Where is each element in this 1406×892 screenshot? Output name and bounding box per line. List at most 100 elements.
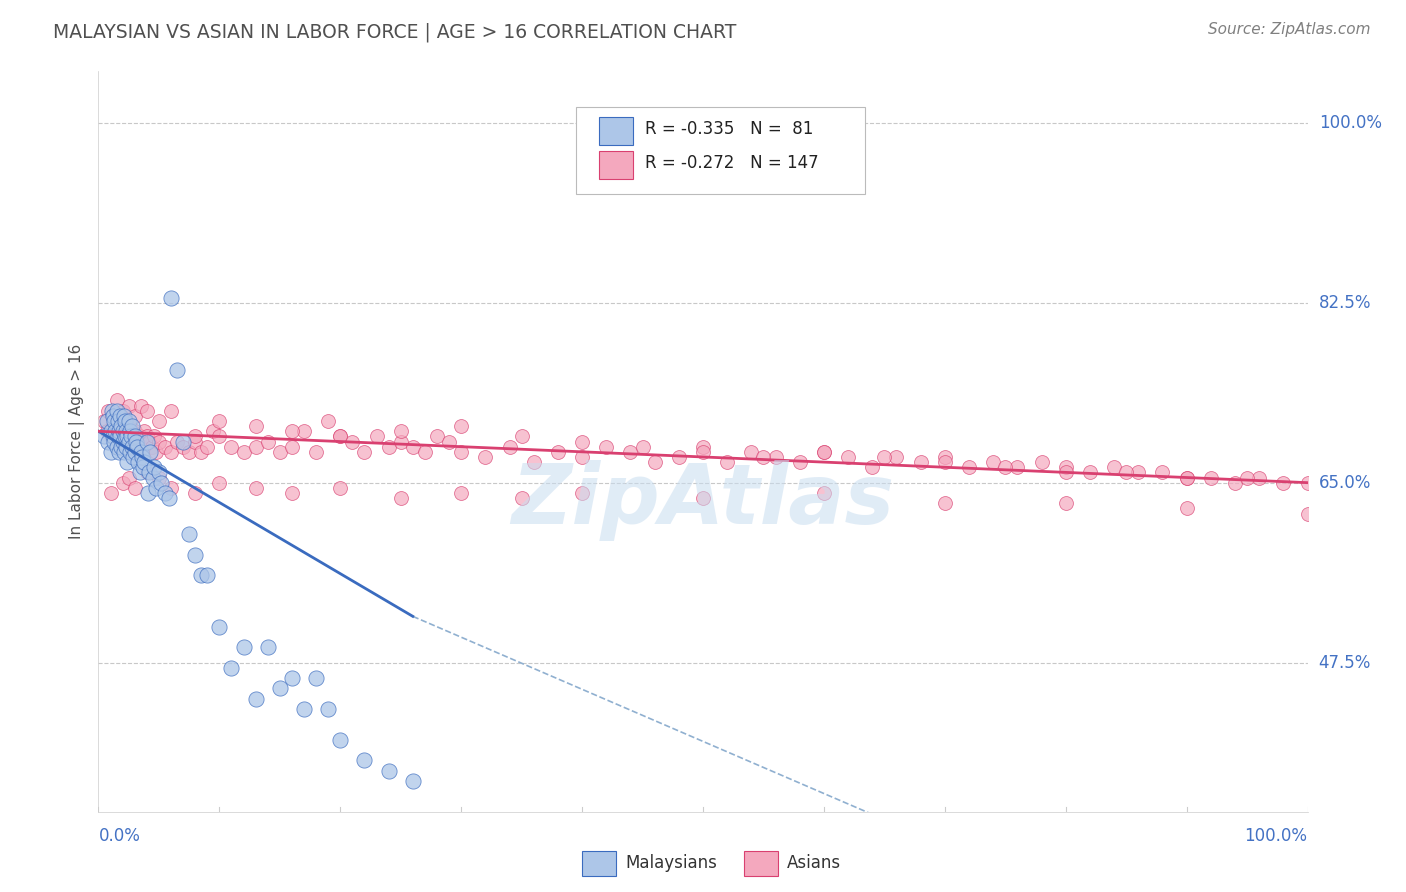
Point — [1272, 475, 1295, 490]
Point — [1223, 475, 1246, 490]
Point — [202, 424, 225, 438]
Point — [131, 440, 153, 454]
Point — [134, 455, 156, 469]
Point — [281, 671, 304, 685]
Point — [172, 440, 194, 454]
Text: 0.0%: 0.0% — [98, 827, 141, 845]
Point — [813, 445, 835, 459]
Point — [547, 445, 569, 459]
Point — [256, 434, 278, 449]
Point — [221, 440, 243, 454]
Point — [148, 470, 170, 484]
Point — [1249, 470, 1271, 484]
Point — [111, 424, 134, 438]
Point — [934, 455, 956, 469]
Point — [1115, 466, 1137, 480]
Point — [157, 491, 180, 505]
Point — [115, 424, 138, 438]
Point — [644, 455, 666, 469]
Point — [245, 481, 267, 495]
Point — [108, 429, 131, 443]
Point — [107, 429, 129, 443]
Point — [141, 440, 163, 454]
Point — [208, 619, 231, 633]
Point — [523, 455, 546, 469]
Point — [269, 445, 291, 459]
Point — [103, 429, 125, 443]
Point — [813, 486, 835, 500]
Point — [1175, 501, 1198, 516]
Point — [292, 424, 315, 438]
Point — [117, 455, 139, 469]
Point — [595, 440, 617, 454]
Point — [127, 455, 149, 469]
Point — [450, 486, 472, 500]
Point — [108, 445, 131, 459]
Point — [136, 486, 159, 500]
Point — [166, 362, 188, 376]
Point — [118, 414, 141, 428]
Point — [316, 414, 339, 428]
Point — [994, 460, 1017, 475]
Point — [138, 466, 160, 480]
Point — [125, 434, 148, 449]
Point — [129, 445, 152, 459]
Point — [179, 527, 201, 541]
Point — [114, 429, 136, 443]
Text: MALAYSIAN VS ASIAN IN LABOR FORCE | AGE > 16 CORRELATION CHART: MALAYSIAN VS ASIAN IN LABOR FORCE | AGE … — [53, 22, 737, 42]
Point — [143, 460, 166, 475]
Point — [208, 414, 231, 428]
Point — [110, 419, 132, 434]
Point — [179, 445, 201, 459]
Point — [668, 450, 690, 464]
Point — [1102, 460, 1125, 475]
Point — [305, 671, 328, 685]
Point — [108, 429, 131, 443]
Point — [692, 440, 714, 454]
Point — [886, 450, 908, 464]
Point — [873, 450, 896, 464]
Point — [934, 496, 956, 510]
Point — [1199, 470, 1222, 484]
Point — [426, 429, 449, 443]
Point — [190, 568, 212, 582]
Point — [1152, 466, 1174, 480]
Point — [93, 414, 115, 428]
Point — [145, 445, 167, 459]
Point — [97, 434, 120, 449]
Point — [195, 568, 218, 582]
Point — [121, 419, 143, 434]
Point — [571, 486, 593, 500]
Point — [184, 429, 207, 443]
Point — [402, 440, 425, 454]
Point — [129, 399, 152, 413]
Point — [752, 450, 775, 464]
Point — [329, 732, 352, 747]
Point — [1128, 466, 1150, 480]
Point — [93, 429, 115, 443]
Point — [105, 393, 128, 408]
Point — [813, 445, 835, 459]
Point — [112, 409, 135, 423]
Point — [389, 424, 412, 438]
Point — [108, 409, 131, 423]
Point — [631, 440, 654, 454]
Point — [281, 424, 304, 438]
Point — [329, 481, 352, 495]
Point — [245, 419, 267, 434]
Point — [316, 702, 339, 716]
Point — [112, 434, 135, 449]
Point — [1031, 455, 1053, 469]
Point — [221, 661, 243, 675]
Point — [716, 455, 738, 469]
Point — [740, 445, 762, 459]
Point — [132, 460, 155, 475]
Point — [184, 434, 207, 449]
Point — [107, 414, 129, 428]
Point — [377, 764, 399, 778]
Point — [366, 429, 388, 443]
Point — [97, 403, 120, 417]
Text: 100.0%: 100.0% — [1244, 827, 1308, 845]
Point — [101, 409, 124, 423]
Point — [172, 434, 194, 449]
